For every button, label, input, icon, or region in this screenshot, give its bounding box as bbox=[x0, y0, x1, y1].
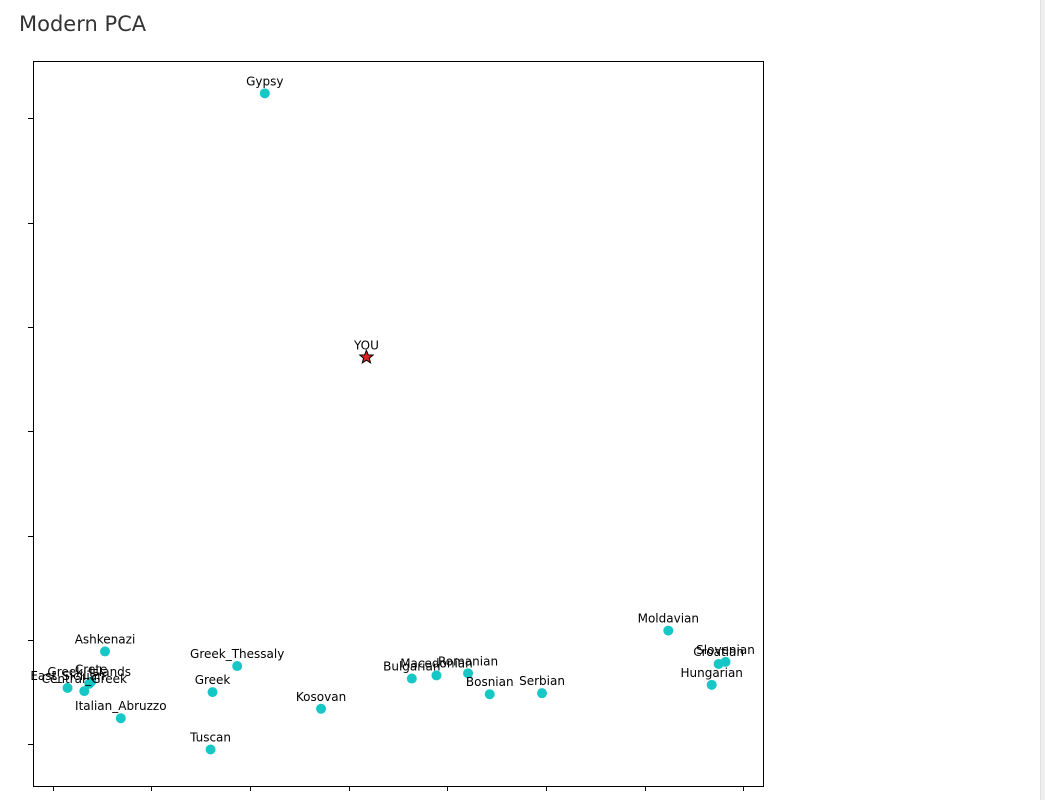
label-greek-thessaly: Greek_Thessaly bbox=[190, 647, 284, 661]
page-title: Modern PCA bbox=[19, 12, 147, 36]
label-serbian: Serbian bbox=[519, 674, 565, 688]
label-gypsy: Gypsy bbox=[246, 74, 283, 88]
label-greek: Greek bbox=[195, 673, 231, 687]
point-kosovan bbox=[316, 703, 327, 714]
point-ashkenazi bbox=[100, 646, 111, 657]
tick-marks bbox=[28, 118, 744, 791]
point-romanian bbox=[463, 668, 474, 679]
label-kosovan: Kosovan bbox=[296, 690, 346, 704]
point-serbian bbox=[537, 688, 548, 699]
label-tuscan: Tuscan bbox=[189, 730, 231, 744]
label-bosnian: Bosnian bbox=[466, 675, 514, 689]
plot-frame bbox=[33, 61, 764, 787]
point-greek-thessaly bbox=[232, 661, 243, 672]
label-greek-islands: Greek_Islands bbox=[47, 665, 131, 679]
label-hungarian: Hungarian bbox=[680, 666, 742, 680]
point-crete bbox=[86, 676, 97, 687]
you-star-marker bbox=[358, 348, 375, 365]
point-east-sicilian bbox=[62, 682, 73, 693]
point-croatian bbox=[713, 658, 724, 669]
data-points bbox=[62, 88, 731, 755]
point-hungarian bbox=[706, 679, 717, 690]
label-bulgarian: Bulgarian bbox=[383, 660, 440, 674]
point-tuscan bbox=[205, 744, 216, 755]
label-macedonian: Macedonian bbox=[400, 656, 473, 670]
point-central-greek bbox=[79, 686, 90, 697]
point-italian-abruzzo bbox=[115, 713, 126, 724]
label-moldavian: Moldavian bbox=[638, 612, 699, 626]
label-central-greek: Central_Greek bbox=[42, 672, 127, 686]
point-bosnian bbox=[484, 689, 495, 700]
label-you: YOU bbox=[353, 338, 379, 352]
point-macedonian bbox=[431, 670, 442, 681]
label-italian-abruzzo: Italian_Abruzzo bbox=[75, 699, 167, 713]
vertical-scrollbar[interactable] bbox=[1040, 0, 1045, 800]
label-crete: Crete bbox=[75, 663, 108, 677]
point-greek bbox=[207, 687, 218, 698]
label-slovenian: Slovenian bbox=[696, 643, 755, 657]
point-bulgarian bbox=[406, 673, 417, 684]
label-east-sicilian: East_Sicilian bbox=[30, 669, 104, 683]
label-ashkenazi: Ashkenazi bbox=[75, 632, 136, 646]
point-gypsy bbox=[259, 88, 270, 99]
label-croatian: Croatian bbox=[693, 645, 744, 659]
label-romanian: Romanian bbox=[438, 654, 498, 668]
point-moldavian bbox=[663, 625, 674, 636]
